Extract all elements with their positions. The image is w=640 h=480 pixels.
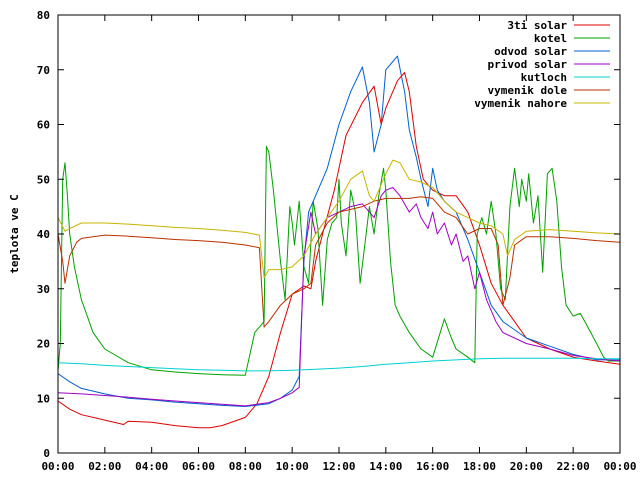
x-tick-label: 22:00 (557, 460, 590, 473)
x-tick-label: 12:00 (322, 460, 355, 473)
legend-label: 3ti solar (507, 19, 567, 32)
x-tick-label: 20:00 (510, 460, 543, 473)
x-tick-label: 04:00 (135, 460, 168, 473)
legend-label: vymenik dole (488, 84, 568, 97)
x-tick-label: 16:00 (416, 460, 449, 473)
legend-label: odvod solar (494, 45, 567, 58)
y-tick-label: 40 (37, 228, 50, 241)
series-line-vymenik-nahore (57, 159, 621, 279)
x-tick-label: 06:00 (182, 460, 215, 473)
x-tick-label: 08:00 (229, 460, 262, 473)
legend-label: kutloch (521, 71, 567, 84)
series-line-vymenik-dole (57, 196, 621, 328)
x-tick-label: 02:00 (88, 460, 121, 473)
legend-label: kotel (534, 32, 567, 45)
y-tick-label: 70 (37, 64, 50, 77)
ticks-layer: 0 10 20 30 40 50 60 70 80 00:00 02:00 04:00 06:00 08:… (37, 9, 637, 473)
legend-label: vymenik nahore (474, 97, 567, 110)
x-tick-label: 14:00 (369, 460, 402, 473)
y-tick-label: 60 (37, 119, 50, 132)
x-tick-label: 00:00 (603, 460, 636, 473)
series-layer (57, 55, 621, 429)
series-line-3ti-solar (57, 72, 621, 429)
x-tick-label: 00:00 (41, 460, 74, 473)
y-tick-label: 20 (37, 338, 50, 351)
y-tick-label: 30 (37, 283, 50, 296)
y-tick-label: 10 (37, 392, 50, 405)
x-tick-label: 10:00 (276, 460, 309, 473)
series-line-privod-solar (57, 187, 621, 407)
y-tick-label: 50 (37, 173, 50, 186)
y-tick-label: 0 (43, 447, 50, 460)
series-line-kutloch (57, 357, 620, 372)
series-line-kotel (57, 145, 620, 376)
legend-label: privod solar (488, 58, 568, 71)
x-tick-label: 18:00 (463, 460, 496, 473)
series-line-odvod-solar (57, 55, 620, 407)
y-axis-label: teplota ve C (8, 194, 21, 273)
y-tick-label: 80 (37, 9, 50, 22)
